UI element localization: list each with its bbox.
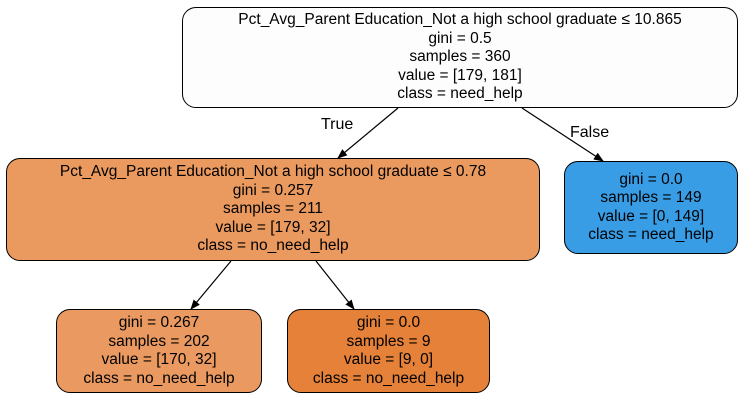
leaf-b-gini: gini = 0.0 [356, 314, 421, 331]
edge-label-false: False [570, 124, 610, 141]
right-value: value = [0, 149] [597, 207, 705, 225]
right-samples: samples = 149 [600, 189, 702, 206]
right-class: class = need_help [588, 226, 714, 243]
root-gini: gini = 0.5 [428, 29, 492, 47]
left-condition: Pct_Avg_Parent Education_Not a high scho… [59, 163, 487, 181]
leaf-a-samples: samples = 202 [108, 332, 210, 350]
edge-left-to-leaf-a [190, 260, 232, 310]
leaf-a-node: gini = 0.267 samples = 202 value = [170,… [56, 309, 262, 393]
leaf-b-samples: samples = 9 [346, 332, 431, 350]
left-value: value = [179, 32] [215, 218, 331, 236]
leaf-a-value: value = [170, 32] [101, 351, 217, 368]
root-node: Pct_Avg_Parent Education_Not a high scho… [182, 7, 738, 108]
root-value: value = [179, 181] [398, 66, 522, 84]
edge-label-true: True [321, 116, 354, 133]
right-gini: gini = 0.0 [619, 170, 683, 188]
root-condition: Pct_Avg_Parent Education_Not a high scho… [238, 11, 682, 29]
root-samples: samples = 360 [409, 48, 511, 66]
leaf-b-node: gini = 0.0 samples = 9 value = [9, 0] cl… [287, 309, 490, 393]
leaf-b-value: value = [9, 0] [343, 351, 434, 368]
edge-root-to-left [337, 107, 399, 159]
leaf-a-gini: gini = 0.267 [118, 314, 200, 331]
edge-left-to-leaf-b [315, 260, 355, 310]
leaf-b-class: class = no_need_help [312, 369, 465, 387]
edge-root-to-right [521, 107, 604, 162]
left-node: Pct_Avg_Parent Education_Not a high scho… [6, 158, 540, 261]
left-samples: samples = 211 [222, 200, 324, 218]
left-class: class = no_need_help [197, 237, 349, 255]
leaf-a-class: class = no_need_help [83, 369, 235, 387]
root-class: class = need_help [397, 85, 523, 103]
right-leaf-node: gini = 0.0 samples = 149 value = [0, 149… [564, 161, 738, 254]
left-gini: gini = 0.257 [232, 181, 314, 199]
